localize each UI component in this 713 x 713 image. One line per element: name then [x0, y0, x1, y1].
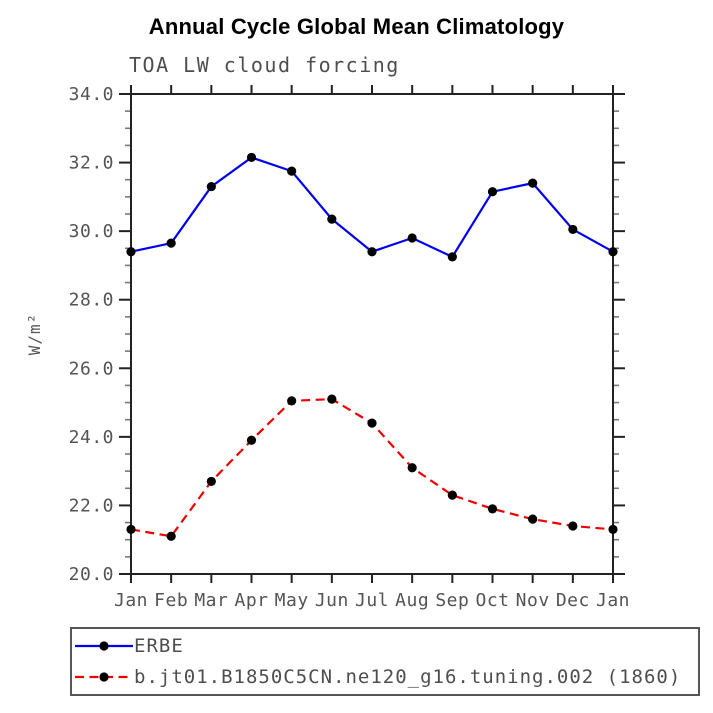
y-tick-label: 28.0 [69, 290, 114, 311]
data-point-marker [568, 224, 578, 235]
data-point-marker [287, 166, 297, 176]
data-point-marker [487, 504, 498, 514]
legend-label-model: b.jt01.B1850C5CN.ne120_g16.tuning.002 (1… [134, 666, 682, 689]
data-point-marker [447, 490, 457, 500]
legend-line-dashed-icon [75, 672, 133, 682]
x-tick-label: Mar [194, 590, 228, 611]
legend-item-erbe: ERBE [74, 631, 698, 660]
x-tick-label: Sep [435, 590, 469, 611]
legend-line-solid-icon [75, 641, 133, 651]
series-line [130, 156, 614, 259]
x-tick-label: Jul [355, 590, 389, 611]
data-point-marker [206, 476, 216, 487]
data-point-marker [166, 531, 176, 541]
data-point-marker [487, 187, 498, 197]
data-point-marker [528, 178, 538, 188]
y-tick-label: 34.0 [69, 84, 114, 105]
data-point-marker [246, 435, 257, 445]
y-tick-label: 30.0 [69, 221, 114, 242]
data-point-marker [206, 181, 216, 192]
legend-label-erbe: ERBE [134, 634, 184, 657]
data-point-marker [327, 394, 337, 404]
x-tick-label: Oct [475, 590, 509, 611]
data-point-marker [166, 238, 176, 248]
legend: ERBE b.jt01.B1850C5CN.ne120_g16.tuning.0… [70, 627, 700, 696]
data-point-marker [568, 521, 578, 531]
y-tick-label: 24.0 [69, 427, 114, 448]
y-tick-label: 20.0 [69, 564, 114, 585]
x-tick-label: Jan [596, 590, 630, 611]
x-tick-label: Aug [395, 590, 429, 611]
data-point-marker [367, 418, 377, 428]
x-tick-label: Jan [114, 590, 148, 611]
data-point-marker [126, 247, 136, 257]
x-tick-label: Nov [516, 590, 550, 611]
data-point-marker [407, 233, 417, 243]
legend-item-model: b.jt01.B1850C5CN.ne120_g16.tuning.002 (1… [74, 663, 698, 692]
data-point-marker [367, 247, 377, 257]
y-tick-label: 22.0 [69, 495, 114, 516]
data-point-marker [447, 252, 457, 262]
y-tick-label: 32.0 [69, 153, 114, 174]
x-tick-label: Dec [556, 590, 590, 611]
data-point-marker [608, 524, 618, 535]
chart-subtitle: TOA LW cloud forcing [129, 53, 400, 77]
y-tick-label: 26.0 [69, 358, 114, 379]
chart-title: Annual Cycle Global Mean Climatology [148, 14, 565, 39]
data-point-marker [608, 247, 618, 257]
data-point-marker [528, 514, 538, 524]
data-point-marker [407, 463, 417, 473]
data-point-marker [126, 524, 136, 535]
x-tick-label: May [275, 590, 309, 611]
data-point-marker [327, 214, 337, 224]
data-point-marker [287, 396, 297, 406]
y-axis-title: W/m² [25, 313, 44, 356]
data-point-marker [246, 152, 257, 163]
x-tick-label: Jun [315, 590, 349, 611]
x-tick-label: Apr [234, 590, 268, 611]
x-tick-label: Feb [154, 590, 188, 611]
